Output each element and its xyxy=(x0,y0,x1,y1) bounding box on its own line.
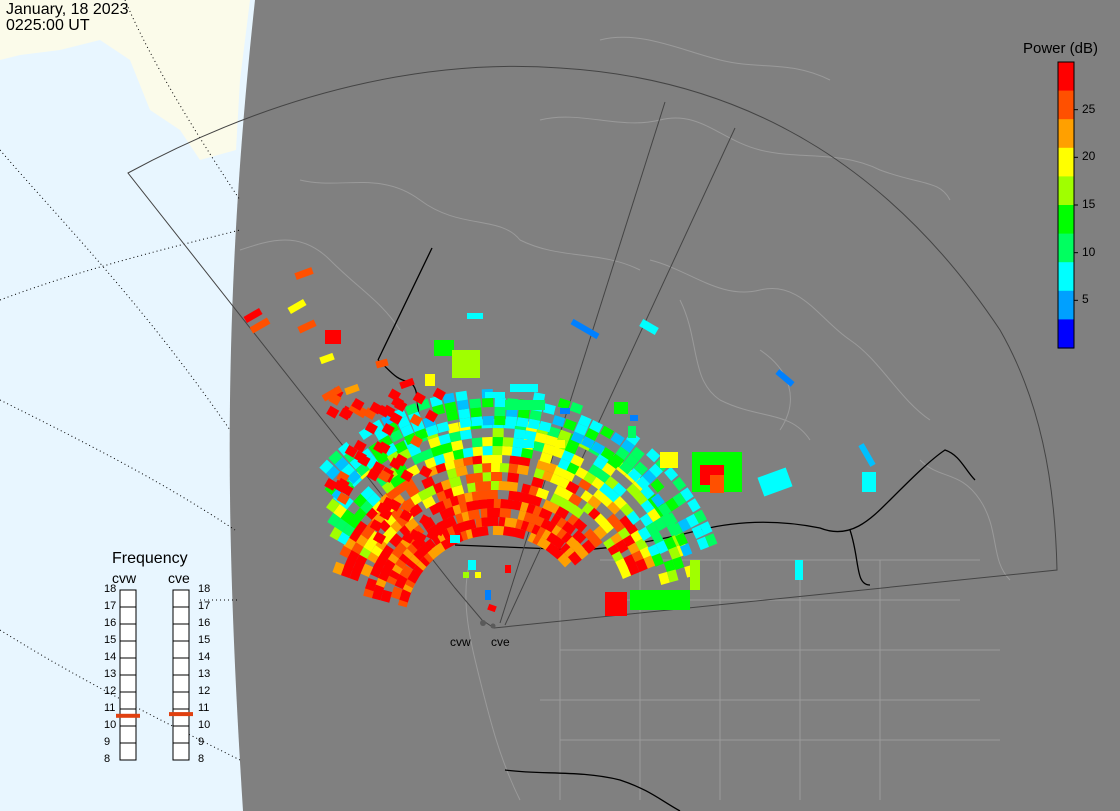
colorbar-tick-label: 10 xyxy=(1082,244,1096,259)
colorbar-tick-label: 5 xyxy=(1082,292,1089,307)
colorbar-tick-label: 20 xyxy=(1082,149,1096,164)
frequency-tick-left: 10 xyxy=(104,719,117,731)
colorbar xyxy=(1057,61,1078,349)
frequency-tick-left: 17 xyxy=(104,600,117,612)
night-region xyxy=(229,0,1120,811)
frequency-tick-right: 11 xyxy=(198,702,210,714)
frequency-marker-cve xyxy=(169,712,193,717)
frequency-tick-left: 14 xyxy=(104,651,117,663)
colorbar-title: Power (dB) xyxy=(1023,40,1099,57)
radar-sites xyxy=(480,620,496,629)
day-land xyxy=(0,0,250,160)
frequency-tick-left: 11 xyxy=(104,702,116,714)
frequency-marker-cvw xyxy=(116,713,140,718)
frequency-tick-right: 8 xyxy=(198,753,205,765)
frequency-panel xyxy=(116,589,193,761)
frequency-title: Frequency xyxy=(112,550,188,567)
frequency-tick-left: 16 xyxy=(104,617,117,629)
frequency-tick-left: 12 xyxy=(104,685,117,697)
radar-label-cve: cve xyxy=(491,635,510,649)
frequency-tick-right: 16 xyxy=(198,617,211,629)
frequency-tick-left: 9 xyxy=(104,736,111,748)
frequency-tick-right: 10 xyxy=(198,719,211,731)
coastlines xyxy=(239,36,1011,801)
borders xyxy=(377,247,976,811)
frequency-tick-right: 12 xyxy=(198,685,211,697)
graticule xyxy=(0,0,241,761)
colorbar-tick-label: 25 xyxy=(1082,101,1096,116)
frequency-tick-left: 15 xyxy=(104,634,117,646)
frequency-label-cve: cve xyxy=(168,570,190,586)
frequency-tick-right: 9 xyxy=(198,736,205,748)
frequency-tick-left: 8 xyxy=(104,753,111,765)
frequency-label-cvw: cvw xyxy=(112,570,137,586)
frequency-tick-right: 18 xyxy=(198,583,211,595)
frequency-tick-right: 14 xyxy=(198,651,211,663)
backscatter-cells xyxy=(243,267,876,616)
frequency-tick-right: 13 xyxy=(198,668,211,680)
frequency-tick-right: 17 xyxy=(198,600,211,612)
frequency-tick-right: 15 xyxy=(198,634,211,646)
frequency-tick-left: 13 xyxy=(104,668,117,680)
time-label: 0225:00 UT xyxy=(6,17,90,34)
colorbar-tick-label: 15 xyxy=(1082,197,1096,211)
radar-label-cvw: cvw xyxy=(450,635,471,649)
frequency-tick-left: 18 xyxy=(104,583,117,595)
date-label: January, 18 2023 xyxy=(6,1,129,18)
